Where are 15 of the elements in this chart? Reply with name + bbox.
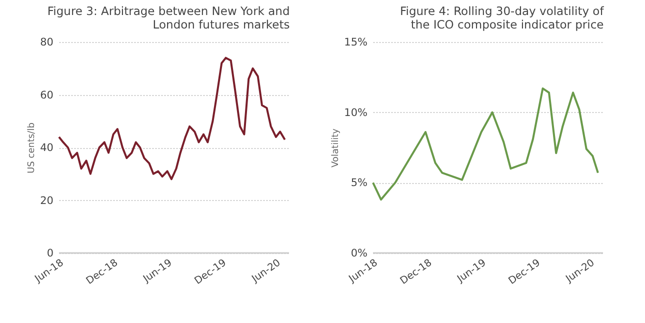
y-tick-label: 10% (344, 106, 368, 119)
y-axis-title: US cents/lb (27, 122, 38, 174)
y-tick-label: 60 (40, 89, 54, 102)
y-tick-label: 15% (344, 36, 368, 48)
chart-title: Figure 4: Rolling 30-day volatility of the ICO composite indicator price (400, 4, 605, 32)
y-tick-label: 0% (350, 248, 368, 260)
line-series (372, 87, 599, 201)
line-series (58, 56, 286, 180)
y-axis-title: Volatility (331, 128, 342, 168)
y-tick-label: 80 (40, 36, 54, 48)
chart-title: Figure 3: Arbitrage between New York and London futures markets (47, 4, 290, 32)
y-tick-label: 20 (40, 194, 54, 207)
y-tick-label: 0 (46, 248, 54, 260)
y-tick-label: 40 (40, 142, 54, 154)
y-tick-label: 5% (350, 177, 368, 190)
